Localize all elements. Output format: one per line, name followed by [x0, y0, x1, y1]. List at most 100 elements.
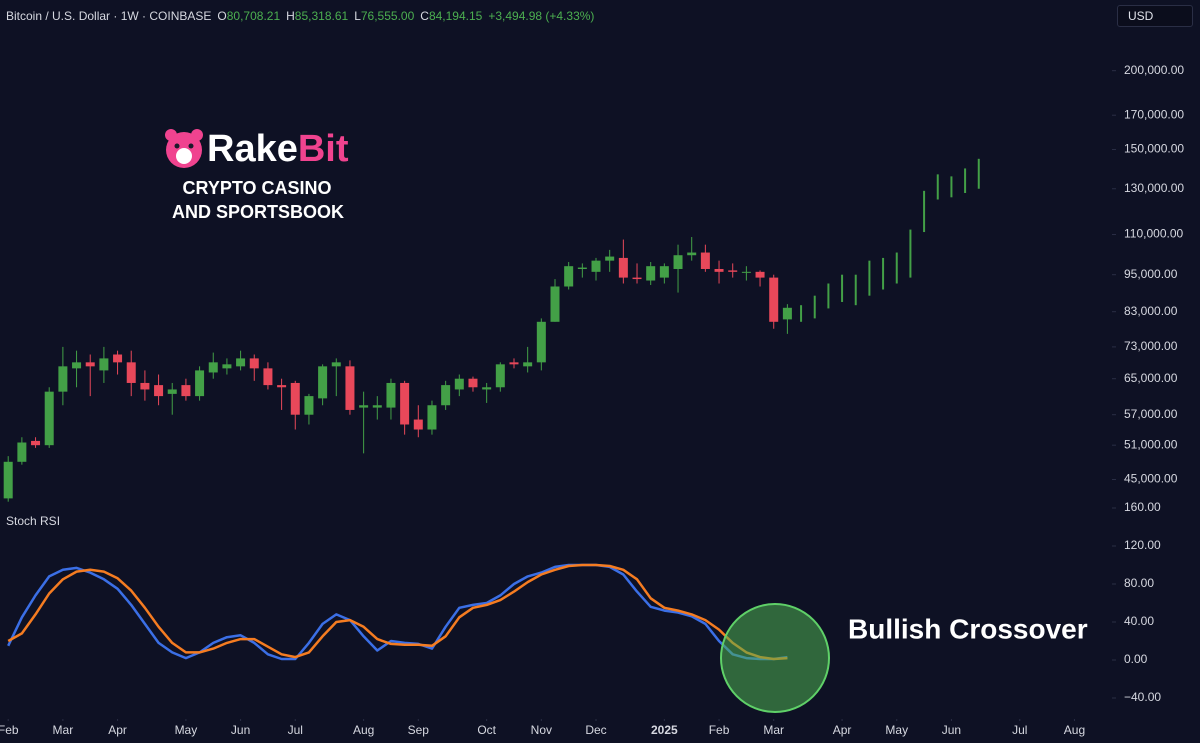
candle-body — [318, 366, 328, 399]
candle-body — [304, 396, 314, 415]
candle-body — [249, 358, 259, 369]
candle-body — [468, 378, 478, 388]
annotation: Bullish Crossover — [848, 613, 1088, 644]
x-tick-label: May — [175, 723, 198, 737]
candle-body — [290, 382, 300, 415]
candle-body — [728, 270, 738, 272]
candle-body — [126, 362, 136, 383]
candle-body — [85, 362, 95, 367]
ohlc-key: C — [420, 9, 429, 23]
x-tick-label: Oct — [477, 723, 496, 737]
candle-body — [17, 442, 27, 462]
y-tick-label: 130,000.00 — [1124, 181, 1184, 195]
candle-body — [509, 362, 519, 365]
x-tick-label: Dec — [585, 723, 606, 737]
candle-body — [427, 405, 437, 430]
candle-body — [782, 307, 792, 320]
candle-body — [536, 321, 546, 363]
y-tick-label: 95,000.00 — [1124, 267, 1178, 281]
candle-body — [263, 368, 273, 386]
ohlc-key: L — [354, 9, 361, 23]
candle-body — [372, 405, 382, 408]
y-tick-label: 160.00 — [1124, 500, 1161, 514]
candle-body — [44, 391, 54, 446]
candle-body — [3, 461, 13, 499]
candle-body — [345, 366, 355, 410]
ohlc-value: 84,194.15 — [428, 9, 483, 23]
stoch-line — [7, 563, 788, 661]
logo-eye — [174, 143, 180, 149]
candle-body — [277, 385, 287, 388]
candle-body — [700, 252, 710, 269]
currency-button[interactable]: USD — [1117, 5, 1193, 27]
x-tick-label: Feb — [709, 723, 730, 737]
logo-snout — [176, 148, 192, 164]
ohlc-value: 76,555.00 — [360, 9, 415, 23]
x-tick-label: Jul — [1012, 723, 1027, 737]
candle-body — [769, 277, 779, 322]
candle-body — [741, 271, 751, 273]
candle-body — [550, 286, 560, 322]
y-tick-label: 0.00 — [1124, 652, 1148, 666]
x-tick-label: Jun — [231, 723, 250, 737]
candle-body — [714, 268, 724, 272]
candle-body — [482, 387, 492, 390]
y-tick-label: 51,000.00 — [1124, 437, 1178, 451]
candle-body — [755, 271, 765, 278]
candle-body — [236, 358, 246, 367]
x-tick-label: Feb — [0, 723, 19, 737]
x-tick-label: Mar — [53, 723, 74, 737]
candle-body — [167, 389, 177, 394]
x-tick-label: May — [885, 723, 908, 737]
ohlc-value: 80,708.21 — [226, 9, 281, 23]
candle-body — [195, 370, 205, 397]
x-tick-label: Jun — [942, 723, 961, 737]
y-tick-label: −40.00 — [1124, 690, 1161, 704]
y-tick-label: 80.00 — [1124, 576, 1154, 590]
ohlc-key: H — [286, 9, 295, 23]
ohlc-value: 85,318.61 — [294, 9, 349, 23]
y-tick-label: 170,000.00 — [1124, 107, 1184, 121]
candle-body — [441, 385, 451, 406]
chart-header: Bitcoin / U.S. Dollar · 1W · COINBASE O80… — [6, 9, 600, 23]
x-tick-label: Apr — [833, 723, 852, 737]
ohlc-key: O — [217, 9, 227, 23]
candle-body — [58, 366, 68, 392]
change: +3,494.98 (+4.33%) — [488, 9, 595, 23]
candle-body — [591, 260, 601, 272]
candle-body — [113, 354, 123, 363]
logo-eye — [188, 143, 194, 149]
candle-body — [646, 266, 656, 281]
candle-body — [687, 252, 697, 256]
candle-body — [523, 362, 533, 367]
candle-body — [72, 362, 82, 369]
candle-body — [495, 364, 505, 388]
y-tick-label: 120.00 — [1124, 538, 1161, 552]
chart-title: Bitcoin / U.S. Dollar · 1W · COINBASE — [6, 9, 212, 23]
y-tick-label: 40.00 — [1124, 614, 1154, 628]
candle-body — [154, 385, 164, 397]
candle-body — [331, 362, 341, 367]
candle-body — [140, 382, 150, 390]
logo-line: AND SPORTSBOOK — [172, 202, 344, 222]
y-tick-label: 57,000.00 — [1124, 407, 1178, 421]
x-tick-label: Nov — [531, 723, 552, 737]
x-tick-label: 2025 — [651, 723, 678, 737]
x-tick-label: Jul — [288, 723, 303, 737]
x-tick-label: Apr — [108, 723, 127, 737]
logo-line: CRYPTO CASINO — [182, 178, 331, 198]
candle-body — [31, 440, 41, 446]
indicator-title: Stoch RSI — [6, 514, 60, 528]
y-tick-label: 200,000.00 — [1124, 63, 1184, 77]
logo — [165, 129, 203, 168]
y-tick-label: 45,000.00 — [1124, 472, 1178, 486]
candle-body — [564, 266, 574, 287]
candle-body — [673, 255, 683, 269]
candle-body — [208, 362, 218, 373]
logo-name-a: Rake — [207, 128, 298, 170]
y-tick-label: 65,000.00 — [1124, 371, 1178, 385]
x-tick-label: Aug — [353, 723, 374, 737]
logo-name-b: Bit — [298, 128, 349, 170]
